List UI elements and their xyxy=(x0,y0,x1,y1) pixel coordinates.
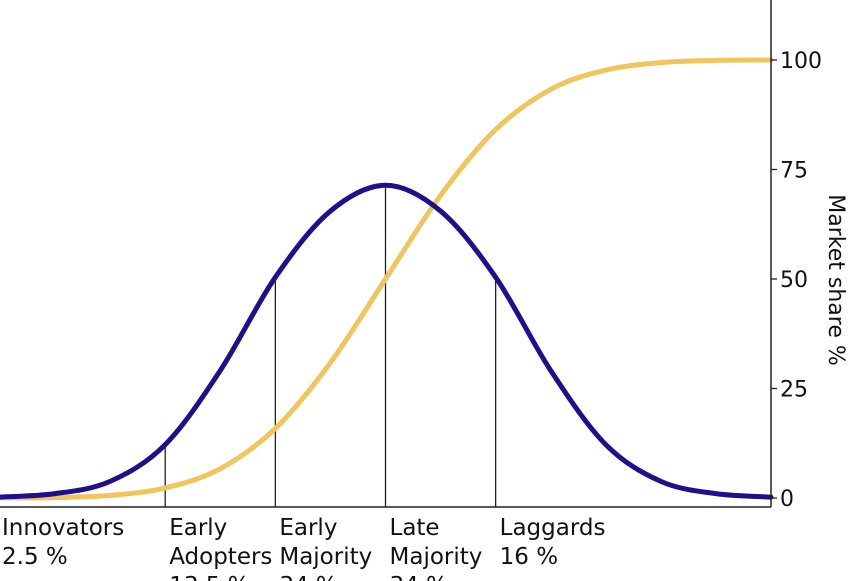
segment-label: 13.5 % xyxy=(169,573,249,581)
y-tick-label: 0 xyxy=(780,487,794,512)
y-tick-label: 75 xyxy=(780,159,808,184)
y-tick-label: 50 xyxy=(780,268,808,293)
segment-label-group: Early Majority 34 % xyxy=(279,515,372,581)
segment-label-group: Early Adopters 13.5 % xyxy=(169,515,272,581)
segment-label-group: Innovators 2.5 % xyxy=(2,515,124,570)
y-ticks: 0 25 50 75 100 xyxy=(771,49,822,512)
segment-label: Early xyxy=(169,515,227,541)
segment-label: Majority xyxy=(390,544,483,570)
segment-label: Laggards xyxy=(500,515,606,541)
segment-labels: Innovators 2.5 % Early Adopters 13.5 % Early M… xyxy=(2,515,605,581)
segment-label: 34 % xyxy=(279,573,337,581)
segment-label: Early xyxy=(279,515,337,541)
segment-label: 16 % xyxy=(500,544,558,570)
adoption-bell-curve-line xyxy=(0,182,774,500)
y-tick-label: 25 xyxy=(780,378,808,403)
y-tick-label: 100 xyxy=(780,49,822,74)
series-lines xyxy=(0,57,774,501)
segment-dividers xyxy=(164,185,497,507)
segment-label: 2.5 % xyxy=(2,544,68,570)
segment-label: 34 % xyxy=(390,573,448,581)
segment-label-group: Late Majority 34 % xyxy=(390,515,483,581)
segment-label: Innovators xyxy=(2,515,124,541)
segment-label: Adopters xyxy=(169,544,272,570)
segment-label: Late xyxy=(390,515,440,541)
y-axis-title: Market share % xyxy=(823,194,848,366)
segment-label-group: Laggards 16 % xyxy=(500,515,606,570)
cumulative-s-curve-line xyxy=(0,57,774,501)
segment-label: Majority xyxy=(279,544,372,570)
axes xyxy=(0,0,772,508)
